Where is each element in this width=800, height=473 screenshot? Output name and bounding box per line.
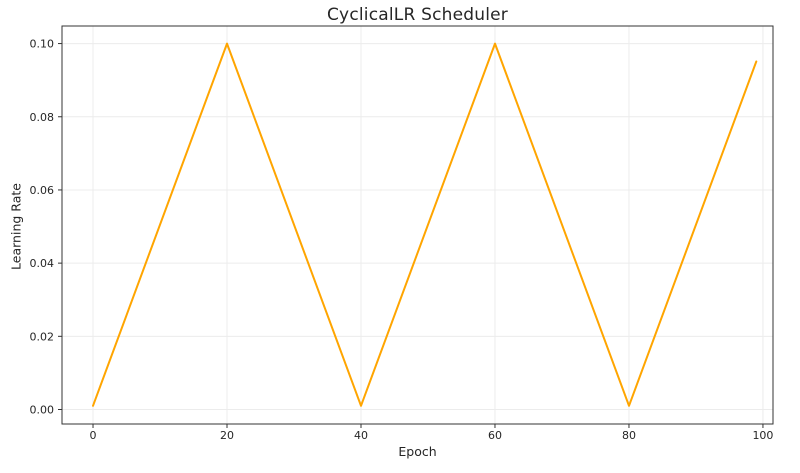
x-tick-label: 20 [220, 429, 234, 442]
y-tick-label: 0.06 [30, 184, 55, 197]
y-tick-label: 0.10 [30, 38, 55, 51]
x-tick-label: 0 [90, 429, 97, 442]
series-line-learning_rate [92, 42, 758, 407]
y-tick-label: 0.08 [30, 111, 55, 124]
x-axis-label: Epoch [398, 444, 437, 459]
x-tick-label: 100 [752, 429, 773, 442]
y-tick-label: 0.00 [30, 404, 55, 417]
y-tick-label: 0.02 [30, 330, 55, 343]
x-tick-label: 60 [488, 429, 502, 442]
x-tick-label: 40 [354, 429, 368, 442]
chart-title: CyclicalLR Scheduler [326, 5, 508, 25]
y-tick-label: 0.04 [30, 257, 55, 270]
x-tick-label: 80 [622, 429, 636, 442]
axes-spines [61, 25, 774, 425]
